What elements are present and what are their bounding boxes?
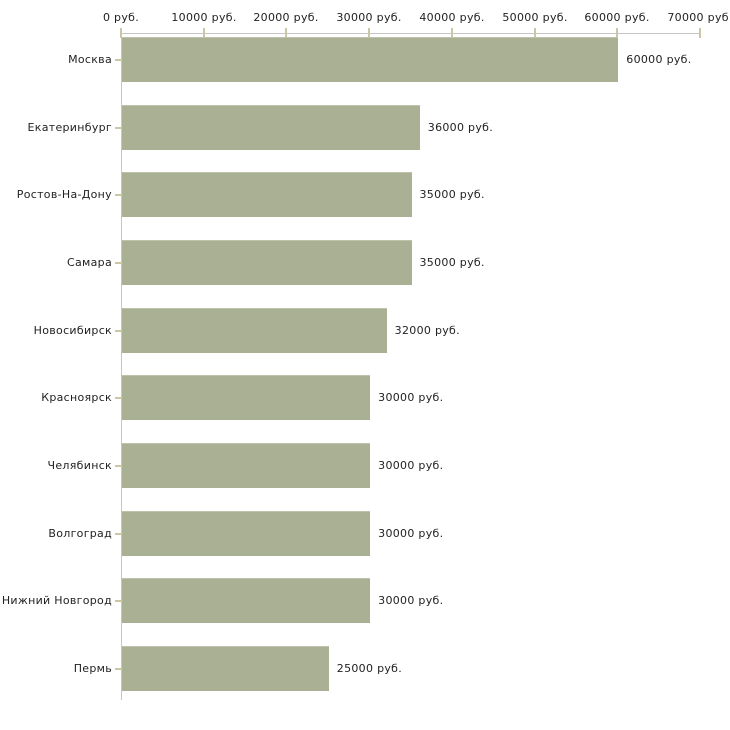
bar <box>122 578 371 623</box>
bar-row: Самара 35000 руб. <box>0 240 701 285</box>
bar <box>122 375 371 420</box>
value-label: 32000 руб. <box>394 324 460 337</box>
bar-row: Москва 60000 руб. <box>0 37 701 82</box>
category-label: Новосибирск <box>33 324 112 337</box>
x-axis-tick <box>699 28 701 38</box>
x-axis-tick-label: 20000 руб. <box>253 11 319 24</box>
x-axis-tick-label: 70000 руб. <box>667 11 730 24</box>
bar-row: Ростов-На-Дону 35000 руб. <box>0 172 701 217</box>
category-label: Волгоград <box>48 527 112 540</box>
x-axis-tick <box>534 28 536 38</box>
x-axis-tick <box>203 28 205 38</box>
value-label: 30000 руб. <box>378 594 444 607</box>
bar-row: Челябинск 30000 руб. <box>0 443 701 488</box>
value-label: 30000 руб. <box>378 527 444 540</box>
category-label: Екатеринбург <box>27 121 112 134</box>
x-axis-tick-label: 40000 руб. <box>419 11 485 24</box>
x-axis-line <box>121 33 701 34</box>
bar <box>122 646 329 691</box>
value-label: 30000 руб. <box>378 391 444 404</box>
value-label: 25000 руб. <box>336 662 403 675</box>
category-label: Пермь <box>73 662 112 675</box>
x-axis-tick-label: 60000 руб. <box>584 11 650 24</box>
value-label: 35000 руб. <box>419 188 485 201</box>
x-axis-tick <box>616 28 618 38</box>
bar <box>122 37 619 82</box>
category-label: Ростов-На-Дону <box>16 188 112 201</box>
bar <box>122 308 387 353</box>
x-axis-tick-label: 0 руб. <box>102 11 140 24</box>
category-label: Москва <box>68 53 112 66</box>
bar-row: Нижний Новгород 30000 руб. <box>0 578 701 623</box>
y-axis-tick <box>115 667 121 670</box>
bar-row: Екатеринбург 36000 руб. <box>0 105 701 150</box>
category-label: Самара <box>67 256 112 269</box>
category-label: Челябинск <box>47 459 112 472</box>
category-label: Нижний Новгород <box>1 594 112 607</box>
x-axis-tick-label: 10000 руб. <box>171 11 237 24</box>
value-label: 36000 руб. <box>427 121 494 134</box>
y-axis-tick <box>115 599 121 602</box>
y-axis-tick <box>115 532 121 535</box>
bar-row: Красноярск 30000 руб. <box>0 375 701 420</box>
bar <box>122 511 371 556</box>
y-axis-tick <box>115 396 121 399</box>
y-axis-tick <box>115 261 121 264</box>
x-axis-tick <box>120 28 122 38</box>
x-axis-tick-label: 50000 руб. <box>502 11 568 24</box>
bar-row: Волгоград 30000 руб. <box>0 511 701 556</box>
y-axis-tick <box>115 329 121 332</box>
category-label: Красноярск <box>41 391 112 404</box>
y-axis-tick <box>115 193 121 196</box>
y-axis-tick <box>115 126 121 129</box>
y-axis-tick <box>115 464 121 467</box>
bar <box>122 443 371 488</box>
y-axis-tick <box>115 58 121 61</box>
bar <box>122 105 420 150</box>
value-label: 35000 руб. <box>419 256 485 269</box>
x-axis-tick-label: 30000 руб. <box>336 11 402 24</box>
value-label: 60000 руб. <box>626 53 692 66</box>
bar-row: Новосибирск 32000 руб. <box>0 308 701 353</box>
y-axis-line <box>121 33 122 700</box>
bar <box>122 172 412 217</box>
bar-row: Пермь 25000 руб. <box>0 646 701 691</box>
bar <box>122 240 412 285</box>
value-label: 30000 руб. <box>378 459 444 472</box>
x-axis-tick <box>368 28 370 38</box>
x-axis-tick <box>285 28 287 38</box>
x-axis-tick <box>451 28 453 38</box>
